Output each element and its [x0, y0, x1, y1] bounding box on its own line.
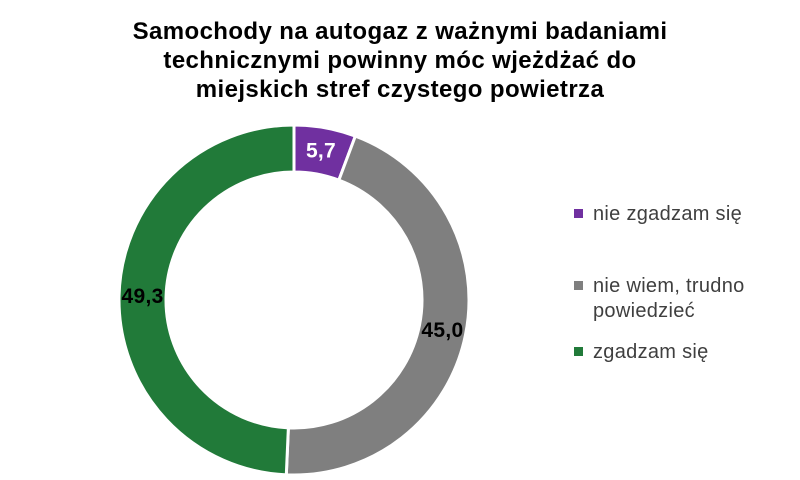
legend: nie zgadzam się nie wiem, trudno powiedz… [574, 202, 790, 365]
legend-item-zgadzam-sie: zgadzam się [574, 340, 790, 364]
legend-swatch-purple [574, 209, 583, 218]
chart-title: Samochody na autogaz z ważnymi badaniami… [0, 17, 800, 104]
legend-label-nie-wiem: nie wiem, trudno powiedzieć [593, 275, 745, 322]
legend-item-nie-wiem: nie wiem, trudno powiedzieć [574, 274, 790, 323]
donut-value-label-1: 5,7 [306, 139, 336, 162]
legend-swatch-green [574, 347, 583, 357]
donut-value-label-3: 49,3 [121, 285, 163, 308]
donut-value-label-2: 45,0 [421, 319, 463, 342]
donut-segment-3 [117, 123, 296, 477]
donut-chart: 5,7 45,0 49,3 [117, 123, 471, 477]
donut-segment-2 [284, 134, 471, 477]
chart-title-line-3: miejskich stref czystego powietrza [195, 76, 605, 103]
legend-label-nie-zgadzam-sie: nie zgadzam się [593, 203, 743, 225]
legend-label-zgadzam-sie: zgadzam się [593, 341, 709, 364]
chart-title-line-1: Samochody na autogaz z ważnymi badaniami [132, 18, 668, 45]
chart-title-line-2: technicznymi powinny móc wjeżdżać do [163, 47, 637, 74]
legend-item-nie-zgadzam-sie: nie zgadzam się [574, 202, 790, 226]
legend-swatch-gray [574, 281, 583, 291]
